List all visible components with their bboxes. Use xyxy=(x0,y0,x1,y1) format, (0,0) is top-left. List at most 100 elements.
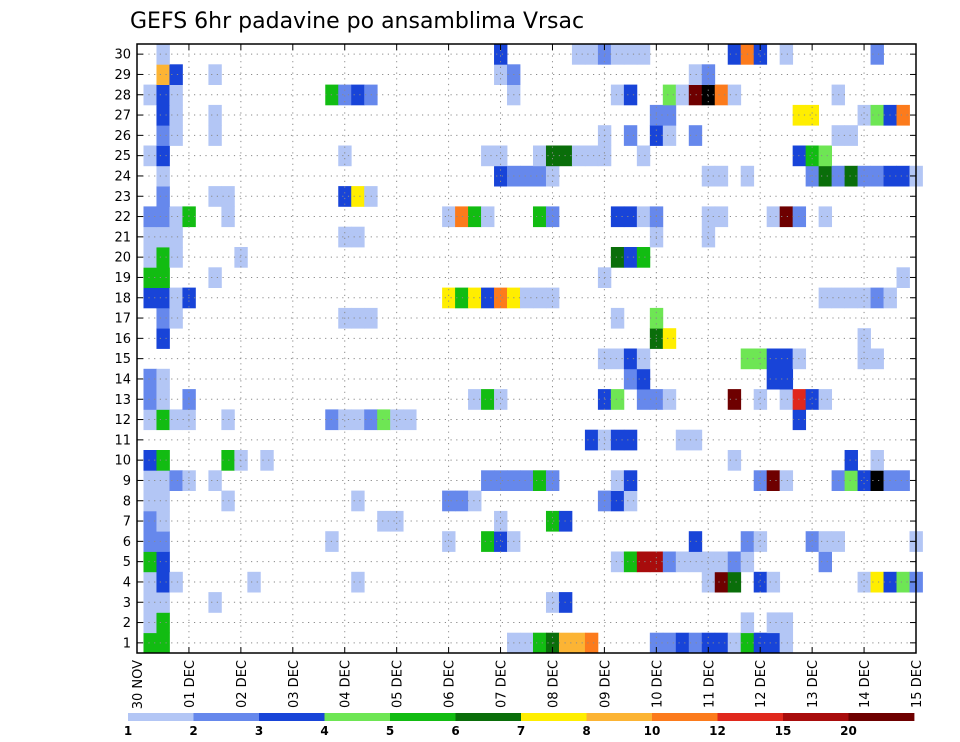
heatmap-cell xyxy=(494,287,508,309)
heatmap-cell xyxy=(520,632,534,654)
heatmap-cell xyxy=(662,632,677,654)
heatmap-cell xyxy=(260,450,274,471)
heatmap-cell xyxy=(532,145,547,167)
heatmap-cell xyxy=(623,206,638,228)
heatmap-cell xyxy=(520,470,534,491)
heatmap-cell xyxy=(753,531,768,552)
heatmap-cell xyxy=(234,247,248,268)
heatmap-cell xyxy=(520,165,534,187)
heatmap-cell xyxy=(455,206,469,228)
heatmap-cell xyxy=(169,84,183,106)
heatmap-cell xyxy=(481,206,495,228)
colorbar-swatch xyxy=(783,713,849,721)
heatmap-cell xyxy=(753,44,768,65)
x-tick-label: 11 DEC xyxy=(702,660,717,708)
heatmap-cell xyxy=(701,84,716,106)
heatmap-cell xyxy=(221,206,235,228)
heatmap-cell xyxy=(208,267,222,288)
heatmap-cell xyxy=(805,104,820,126)
heatmap-cell xyxy=(714,632,729,654)
x-tick-label: 15 DEC xyxy=(910,660,925,708)
heatmap-cell xyxy=(584,145,599,167)
y-tick-label: 6 xyxy=(123,535,131,550)
heatmap-cell xyxy=(169,571,183,593)
heatmap-cell xyxy=(701,571,716,593)
heatmap-cell xyxy=(468,389,482,410)
chart-title: GEFS 6hr padavine po ansamblima Vrsac xyxy=(130,9,584,34)
heatmap-cell xyxy=(623,84,638,106)
y-tick-label: 2 xyxy=(123,616,131,631)
colorbar-swatch xyxy=(586,713,653,721)
heatmap-cell xyxy=(636,348,651,370)
x-tick-label: 01 DEC xyxy=(183,660,198,708)
heatmap-cell xyxy=(143,470,157,491)
heatmap-cell xyxy=(844,450,858,471)
heatmap-cell xyxy=(571,632,586,654)
heatmap-cell xyxy=(403,409,417,431)
y-tick-label: 26 xyxy=(114,129,131,144)
heatmap-cell xyxy=(584,429,599,451)
y-tick-label: 10 xyxy=(114,454,131,469)
heatmap-cell xyxy=(143,368,157,390)
heatmap-cell xyxy=(208,470,222,491)
heatmap-cell xyxy=(818,287,833,309)
heatmap-cell xyxy=(623,348,638,370)
x-tick-label: 14 DEC xyxy=(858,660,873,708)
heatmap-cell xyxy=(338,409,352,431)
heatmap-cell xyxy=(169,64,183,85)
heatmap-cell xyxy=(545,206,560,228)
heatmap-cell xyxy=(896,165,910,187)
heatmap-cell xyxy=(766,470,781,491)
heatmap-cell xyxy=(662,104,677,126)
heatmap-cell xyxy=(675,632,690,654)
heatmap-cell xyxy=(156,206,170,228)
heatmap-cell xyxy=(156,226,170,248)
heatmap-cell xyxy=(766,632,781,654)
heatmap-cell xyxy=(156,632,170,654)
heatmap-cell xyxy=(338,84,352,106)
heatmap-cell xyxy=(156,612,170,634)
heatmap-cell xyxy=(143,267,157,288)
heatmap-cell xyxy=(221,490,235,512)
heatmap-cell xyxy=(766,368,781,390)
heatmap-cell xyxy=(351,84,365,106)
colorbar-label: 20 xyxy=(840,724,857,738)
heatmap-cell xyxy=(143,632,157,654)
heatmap-cell xyxy=(156,328,170,349)
heatmap-cell xyxy=(727,450,742,471)
heatmap-cell xyxy=(169,125,183,146)
colorbar-label: 15 xyxy=(775,724,792,738)
heatmap-cells xyxy=(143,44,923,654)
heatmap-cell xyxy=(247,571,261,593)
heatmap-cell xyxy=(468,287,482,309)
heatmap-cell xyxy=(688,64,703,85)
heatmap-cell xyxy=(156,125,170,146)
heatmap-cell xyxy=(143,450,157,471)
heatmap-cell xyxy=(701,226,716,248)
heatmap-cell xyxy=(143,571,157,593)
heatmap-cell xyxy=(727,44,742,65)
heatmap-cell xyxy=(156,490,170,512)
heatmap-cell xyxy=(610,551,625,573)
colorbar-label: 2 xyxy=(189,724,197,738)
heatmap-cell xyxy=(494,531,508,552)
heatmap-cell xyxy=(156,145,170,167)
x-tick-label: 09 DEC xyxy=(598,660,613,708)
heatmap-cell xyxy=(896,267,910,288)
colorbar-label: 4 xyxy=(320,724,328,738)
heatmap-cell xyxy=(156,84,170,106)
heatmap-cell xyxy=(870,470,884,491)
heatmap-cell xyxy=(468,206,482,228)
heatmap-cell xyxy=(143,206,157,228)
colorbar-label: 3 xyxy=(255,724,263,738)
colorbar-label: 5 xyxy=(386,724,394,738)
heatmap-cell xyxy=(727,571,742,593)
heatmap-cell xyxy=(857,348,871,370)
heatmap-cell xyxy=(870,348,884,370)
heatmap-cell xyxy=(779,206,794,228)
y-tick-label: 18 xyxy=(114,291,131,306)
heatmap-cell xyxy=(818,551,833,573)
heatmap-cell xyxy=(870,104,884,126)
heatmap-cell xyxy=(156,247,170,268)
heatmap-cell xyxy=(169,287,183,309)
